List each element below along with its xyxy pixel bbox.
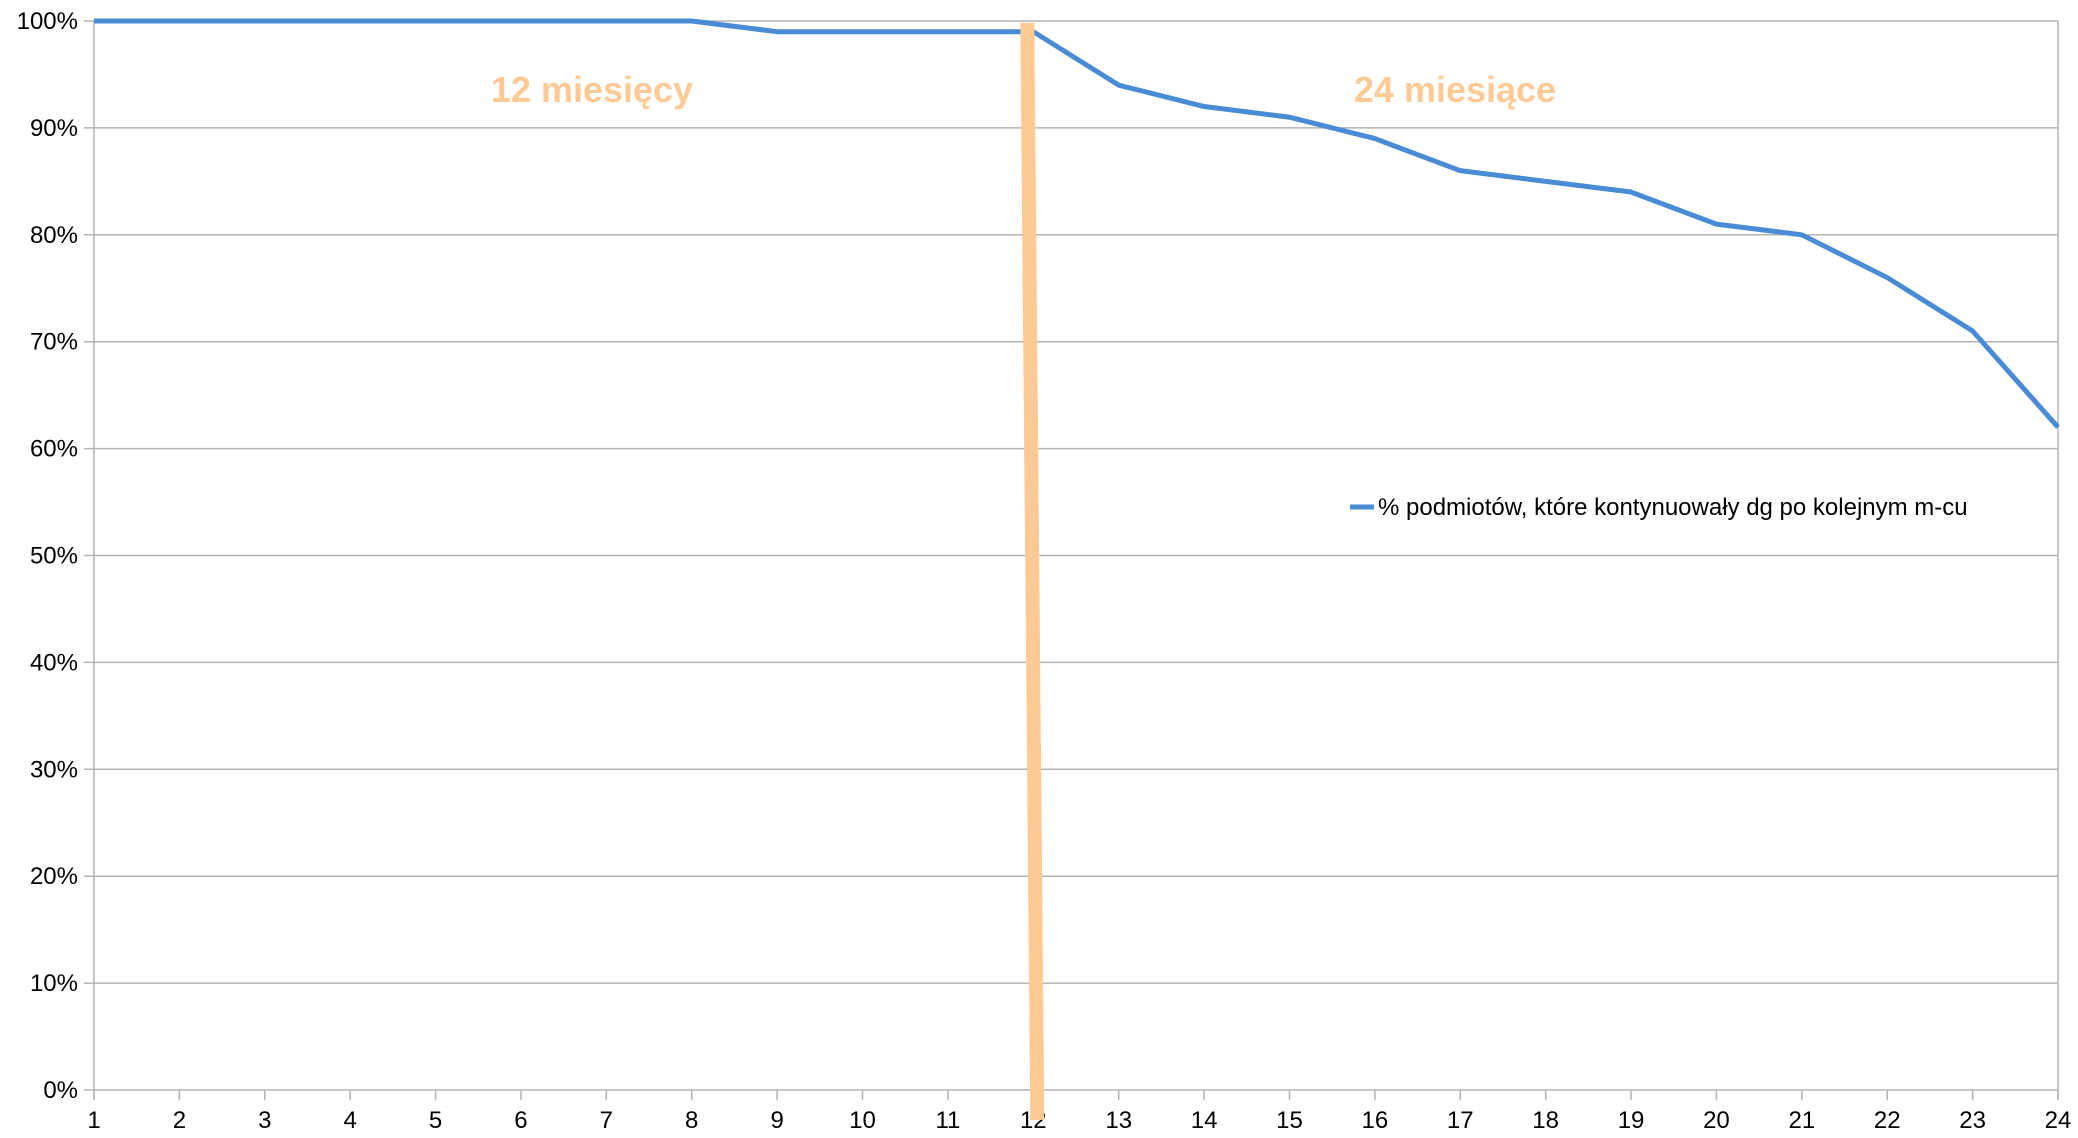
x-tick-label: 3 bbox=[258, 1107, 271, 1134]
x-tick-label: 2 bbox=[173, 1107, 186, 1134]
y-tick-label: 100% bbox=[17, 8, 78, 35]
y-tick-label: 60% bbox=[30, 436, 78, 463]
y-tick-label: 20% bbox=[30, 863, 78, 890]
x-tick-label: 9 bbox=[770, 1107, 783, 1134]
x-tick-label: 4 bbox=[343, 1107, 356, 1134]
x-tick-label: 16 bbox=[1362, 1107, 1389, 1134]
x-tick-label: 6 bbox=[514, 1107, 527, 1134]
x-tick-label: 8 bbox=[685, 1107, 698, 1134]
x-tick-label: 14 bbox=[1191, 1107, 1218, 1134]
y-tick-label: 10% bbox=[30, 970, 78, 997]
grid bbox=[84, 20, 2058, 1091]
x-tick-label: 24 bbox=[2045, 1107, 2072, 1134]
annotation-12-months: 12 miesięcy bbox=[491, 69, 693, 110]
x-tick-label: 5 bbox=[429, 1107, 442, 1134]
series-group bbox=[94, 18, 2060, 429]
annotation-24-months: 24 miesiące bbox=[1354, 69, 1556, 110]
y-tick-label: 0% bbox=[43, 1077, 78, 1104]
x-tick-label: 17 bbox=[1447, 1107, 1474, 1134]
legend-label: % podmiotów, które kontynuowały dg po ko… bbox=[1378, 494, 1968, 521]
x-tick-label: 23 bbox=[1959, 1107, 1986, 1134]
x-tick-label: 20 bbox=[1703, 1107, 1730, 1134]
y-tick-label: 70% bbox=[30, 329, 78, 356]
x-tick-label: 13 bbox=[1105, 1107, 1132, 1134]
tick-labels: 0%10%20%30%40%50%60%70%80%90%100%1 2 3 4 5 6 7… bbox=[17, 8, 2072, 1134]
x-tick-label: 21 bbox=[1788, 1107, 1815, 1134]
x-tick-label: 7 bbox=[600, 1107, 613, 1134]
x-tick-label: 15 bbox=[1276, 1107, 1303, 1134]
x-tick-label: 11 bbox=[935, 1107, 960, 1134]
y-tick-label: 90% bbox=[30, 115, 78, 142]
x-tick-label: 10 bbox=[849, 1107, 876, 1134]
legend: % podmiotów, które kontynuowały dg po ko… bbox=[1350, 494, 1968, 521]
x-tick-label: 19 bbox=[1618, 1107, 1645, 1134]
series-line bbox=[94, 18, 2060, 429]
annotations: 12 miesięcy 24 miesiące bbox=[491, 69, 1556, 110]
divider-line bbox=[1020, 22, 1045, 1121]
x-tick-label: 18 bbox=[1532, 1107, 1559, 1134]
axes bbox=[93, 21, 2059, 1100]
divider-marker bbox=[1020, 22, 1045, 1121]
y-tick-label: 30% bbox=[30, 756, 78, 783]
y-tick-label: 40% bbox=[30, 649, 78, 676]
x-tick-label: 22 bbox=[1874, 1107, 1901, 1134]
y-tick-label: 80% bbox=[30, 222, 78, 249]
y-tick-label: 50% bbox=[30, 543, 78, 570]
x-tick-label: 1 bbox=[87, 1107, 100, 1134]
